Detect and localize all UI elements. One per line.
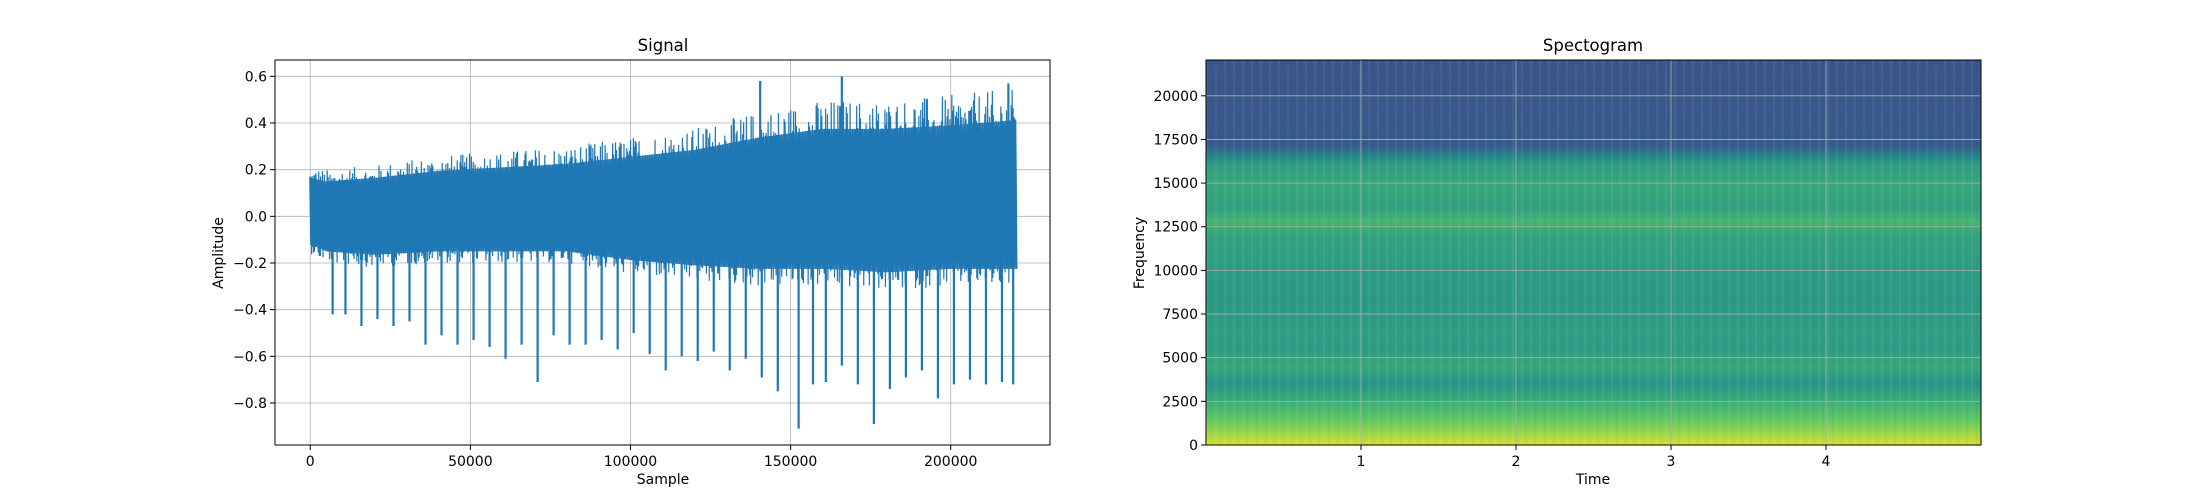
signal-x-tick-label: 100000 — [604, 454, 657, 470]
spectrogram-y-tick-label: 12500 — [1153, 220, 1198, 236]
spectrogram-x-tick-label: 2 — [1512, 454, 1521, 470]
spectrogram-y-tick-label: 15000 — [1153, 176, 1198, 192]
signal-x-tick-label: 0 — [306, 454, 315, 470]
signal-y-axis-label: Amplitude — [211, 217, 227, 289]
spectrogram-texture — [1206, 60, 1981, 445]
signal-y-tick-label: −0.4 — [233, 303, 267, 319]
spectrogram-y-tick-label: 2500 — [1162, 394, 1198, 410]
signal-x-ticks: 0 50000 100000 150000 200000 — [306, 445, 977, 470]
signal-y-tick-label: 0.4 — [245, 116, 267, 132]
signal-y-tick-label: −0.2 — [233, 256, 267, 272]
spectrogram-y-tick-label: 17500 — [1153, 132, 1198, 148]
signal-series — [309, 76, 1018, 429]
signal-chart: Signal 0 50000 100000 150000 200000 −0.8 −0.6… — [211, 36, 1051, 488]
signal-x-tick-label: 200000 — [924, 454, 977, 470]
spectrogram-x-ticks: 1 2 3 4 — [1357, 445, 1831, 470]
signal-y-tick-label: 0.6 — [245, 69, 267, 85]
spectrogram-y-ticks: 0 2500 5000 7500 10000 12500 15000 17500 20000 — [1153, 89, 1206, 454]
spectrogram-y-tick-label: 5000 — [1162, 351, 1198, 367]
signal-x-tick-label: 50000 — [448, 454, 493, 470]
signal-x-tick-label: 150000 — [764, 454, 817, 470]
spectrogram-y-tick-label: 20000 — [1153, 89, 1198, 105]
spectrogram-y-tick-label: 0 — [1189, 438, 1198, 454]
signal-y-tick-label: −0.6 — [233, 349, 267, 365]
signal-y-ticks: −0.8 −0.6 −0.4 −0.2 0.0 0.2 0.4 0.6 — [233, 69, 275, 412]
signal-x-axis-label: Sample — [637, 472, 690, 488]
spectrogram-chart: Spectogram 1 2 3 4 0 2500 5000 7500 10000 12500 1… — [1132, 36, 1982, 488]
signal-y-tick-label: 0.2 — [245, 163, 267, 179]
spectrogram-title: Spectogram — [1543, 36, 1643, 55]
signal-title: Signal — [638, 36, 689, 55]
spectrogram-y-tick-label: 10000 — [1153, 263, 1198, 279]
signal-y-tick-label: −0.8 — [233, 396, 267, 412]
spectrogram-x-tick-label: 4 — [1822, 454, 1831, 470]
spectrogram-x-tick-label: 3 — [1667, 454, 1676, 470]
spectrogram-x-axis-label: Time — [1575, 472, 1610, 488]
spectrogram-x-tick-label: 1 — [1357, 454, 1366, 470]
spectrogram-plot-frame — [1205, 59, 1982, 446]
spectrogram-y-axis-label: Frequency — [1132, 217, 1148, 289]
signal-y-tick-label: 0.0 — [245, 209, 267, 225]
spectrogram-y-tick-label: 7500 — [1162, 307, 1198, 323]
signal-plot-frame — [274, 59, 1051, 446]
signal-waveform-core — [309, 120, 1018, 273]
